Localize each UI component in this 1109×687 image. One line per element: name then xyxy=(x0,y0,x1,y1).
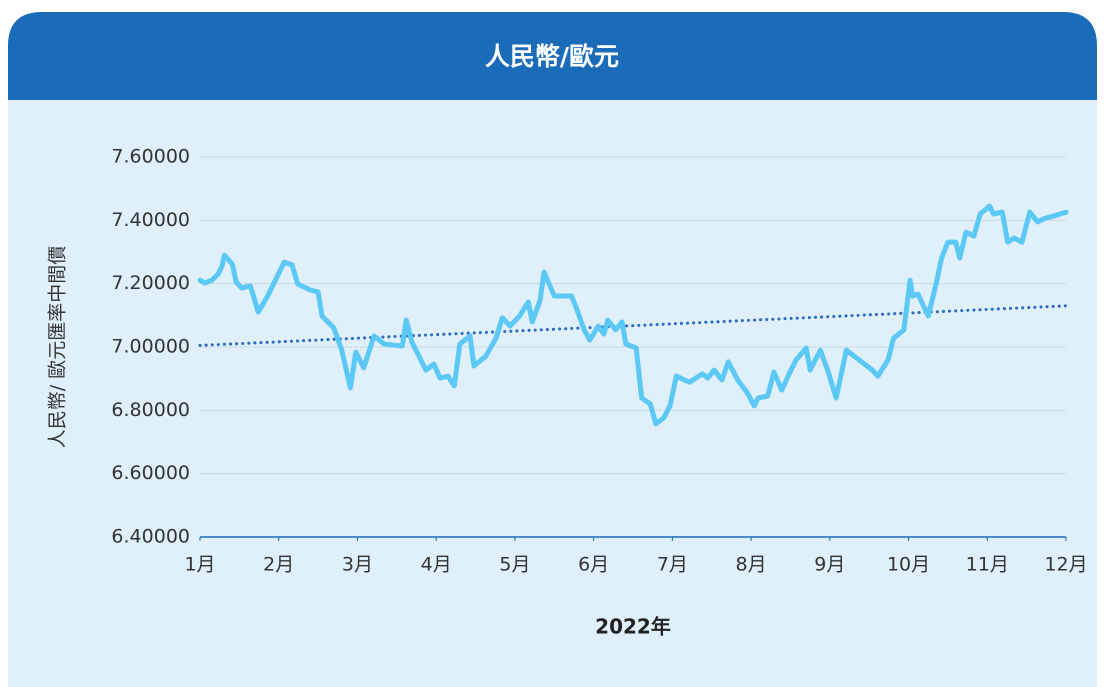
y-tick-label: 7.00000 xyxy=(111,336,190,358)
y-tick-label: 6.60000 xyxy=(111,462,190,484)
y-tick-label: 6.80000 xyxy=(111,399,190,421)
y-tick-label: 7.60000 xyxy=(111,146,190,168)
y-tick-label: 7.40000 xyxy=(111,209,190,231)
x-tick-label: 6月 xyxy=(578,554,609,576)
x-tick-label: 7月 xyxy=(657,554,688,576)
x-tick-label: 10月 xyxy=(887,554,930,576)
x-tick-label: 2月 xyxy=(263,554,294,576)
x-tick-label: 12月 xyxy=(1044,554,1087,576)
y-tick-label: 7.20000 xyxy=(111,272,190,294)
card xyxy=(8,12,1097,687)
trend-line xyxy=(198,304,1068,347)
card-header xyxy=(8,12,1097,100)
y-tick-label: 6.40000 xyxy=(111,526,190,548)
x-tick-label: 3月 xyxy=(342,554,373,576)
x-axis-label: 2022年 xyxy=(595,615,671,639)
data-line xyxy=(197,203,1069,427)
x-tick-label: 8月 xyxy=(736,554,767,576)
x-tick-label: 1月 xyxy=(184,554,215,576)
x-tick-label: 11月 xyxy=(966,554,1009,576)
y-axis-label: 人民幣/ 歐元匯率中間價 xyxy=(47,246,69,448)
x-tick-label: 5月 xyxy=(499,554,530,576)
x-tick-label: 9月 xyxy=(814,554,845,576)
x-tick-label: 4月 xyxy=(421,554,452,576)
chart-title: 人民幣/歐元 xyxy=(485,42,619,71)
